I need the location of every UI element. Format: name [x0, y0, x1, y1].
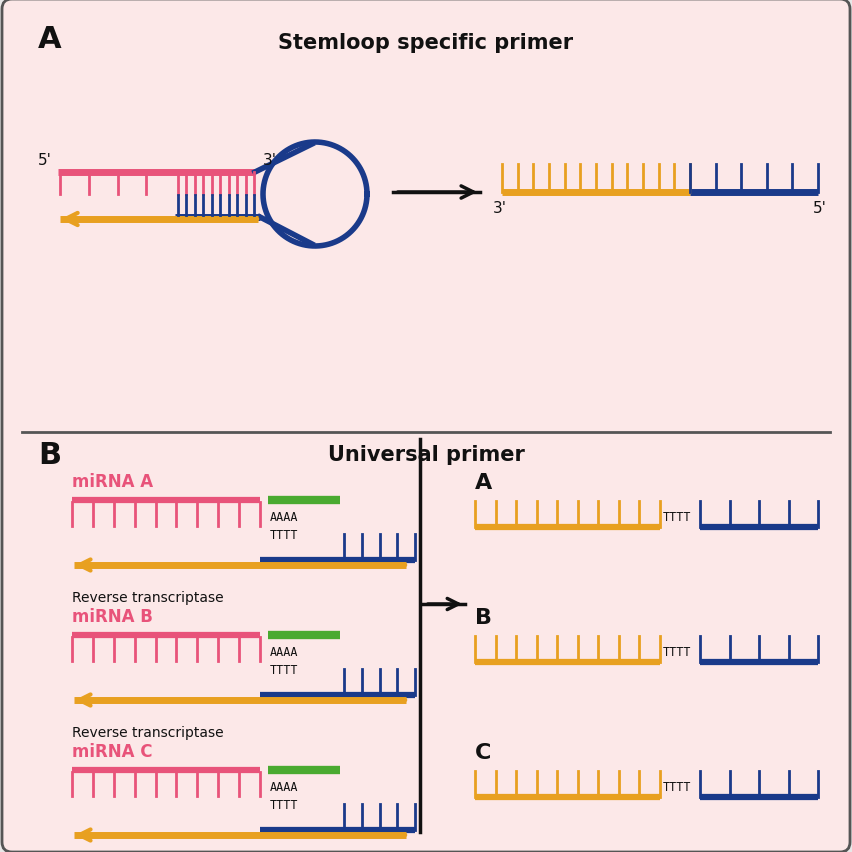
Text: 3': 3' — [263, 153, 277, 168]
Text: TTTT: TTTT — [270, 663, 298, 676]
Text: B: B — [38, 440, 61, 469]
Text: Universal primer: Universal primer — [327, 445, 525, 464]
Text: Reverse transcriptase: Reverse transcriptase — [72, 725, 223, 740]
Text: TTTT: TTTT — [663, 645, 692, 659]
Text: miRNA A: miRNA A — [72, 473, 153, 491]
Text: Reverse transcriptase: Reverse transcriptase — [72, 590, 223, 604]
Text: TTTT: TTTT — [663, 780, 692, 793]
Text: miRNA B: miRNA B — [72, 607, 153, 625]
Text: 5': 5' — [813, 201, 827, 216]
Text: AAAA: AAAA — [270, 510, 298, 523]
Text: AAAA: AAAA — [270, 780, 298, 793]
Text: A: A — [38, 25, 61, 54]
Text: TTTT: TTTT — [663, 510, 692, 523]
Text: C: C — [475, 742, 492, 762]
Text: 3': 3' — [493, 201, 507, 216]
Text: TTTT: TTTT — [270, 528, 298, 541]
Text: miRNA C: miRNA C — [72, 742, 153, 760]
Text: A: A — [475, 473, 492, 492]
Text: B: B — [475, 607, 492, 627]
Text: TTTT: TTTT — [270, 798, 298, 811]
Text: 5': 5' — [38, 153, 52, 168]
Text: Stemloop specific primer: Stemloop specific primer — [279, 33, 573, 53]
Text: AAAA: AAAA — [270, 645, 298, 659]
